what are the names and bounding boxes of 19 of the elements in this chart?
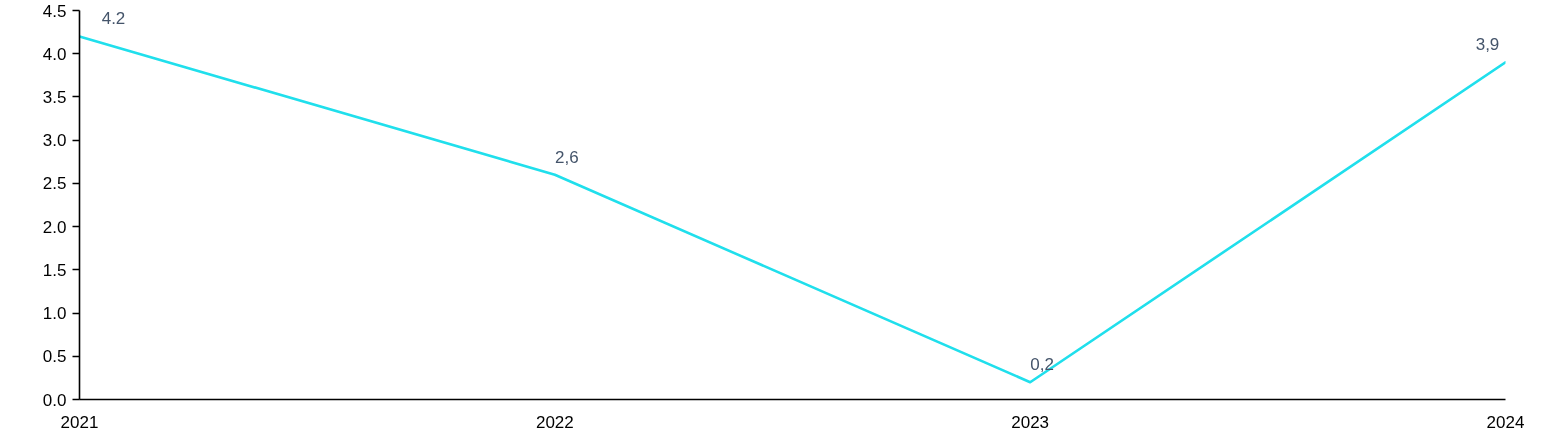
y-tick-label: 4.0 <box>42 44 67 64</box>
x-tick-label: 2023 <box>1011 412 1050 432</box>
y-tick-label: 0.5 <box>42 347 67 367</box>
y-tick-label: 3.0 <box>42 131 67 151</box>
x-tick-label: 2021 <box>60 412 99 432</box>
y-tick-label: 1.0 <box>42 304 67 324</box>
x-tick-label: 2024 <box>1486 412 1525 432</box>
data-label: 4.2 <box>101 9 126 29</box>
y-tick-label: 4.5 <box>42 1 67 21</box>
data-label: 2,6 <box>555 147 579 167</box>
data-label: 3,9 <box>1475 35 1500 55</box>
line-series <box>79 35 1506 384</box>
x-tick-label: 2022 <box>535 412 574 432</box>
data-label: 0,2 <box>1030 355 1054 375</box>
y-tick-label: 1.5 <box>42 260 67 280</box>
y-tick-label: 0.0 <box>42 390 67 410</box>
y-tick-label: 2.0 <box>42 217 67 237</box>
y-tick-label: 2.5 <box>42 174 67 194</box>
y-tick-label: 3.5 <box>42 87 67 107</box>
